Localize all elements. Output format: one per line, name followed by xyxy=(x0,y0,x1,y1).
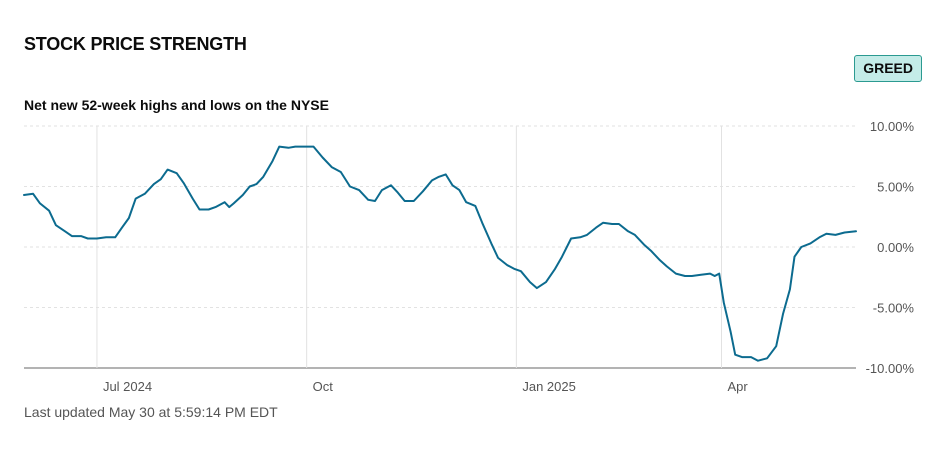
last-updated-text: Last updated May 30 at 5:59:14 PM EDT xyxy=(24,404,278,420)
y-tick-label: 0.00% xyxy=(877,240,914,255)
sentiment-badge: GREED xyxy=(854,55,922,82)
series-line xyxy=(23,145,857,362)
grid-layer xyxy=(24,125,856,369)
axis-layer: 10.00% 5.00% 0.00% -5.00% -10.00% Jul 2024 Oct… xyxy=(103,119,914,394)
chart-subtitle: Net new 52-week highs and lows on the NY… xyxy=(24,97,329,113)
x-tick-label: Jan 2025 xyxy=(522,379,576,394)
series-layer xyxy=(23,145,857,362)
y-tick-label: -10.00% xyxy=(866,361,915,376)
x-tick-label: Oct xyxy=(313,379,334,394)
chart-title: STOCK PRICE STRENGTH xyxy=(24,34,247,54)
x-tick-label: Apr xyxy=(728,379,749,394)
y-tick-label: 5.00% xyxy=(877,180,914,195)
y-tick-label: -5.00% xyxy=(873,301,915,316)
y-tick-label: 10.00% xyxy=(870,119,915,134)
x-tick-label: Jul 2024 xyxy=(103,379,152,394)
line-chart: 10.00% 5.00% 0.00% -5.00% -10.00% Jul 2024 Oct… xyxy=(23,119,914,394)
